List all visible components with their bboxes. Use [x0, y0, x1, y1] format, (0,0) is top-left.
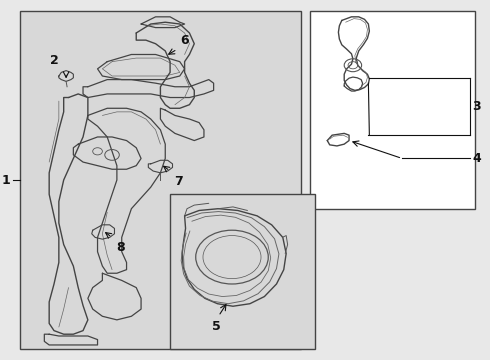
Text: 6: 6: [180, 34, 188, 47]
Text: 1: 1: [2, 174, 10, 186]
Text: 4: 4: [472, 152, 481, 165]
Text: 8: 8: [116, 241, 124, 254]
Bar: [170, 194, 315, 348]
Text: 3: 3: [472, 100, 481, 113]
Text: 2: 2: [49, 54, 58, 67]
Text: 7: 7: [174, 175, 183, 188]
Text: 5: 5: [212, 320, 220, 333]
Bar: [20, 12, 301, 348]
Bar: [310, 12, 475, 209]
